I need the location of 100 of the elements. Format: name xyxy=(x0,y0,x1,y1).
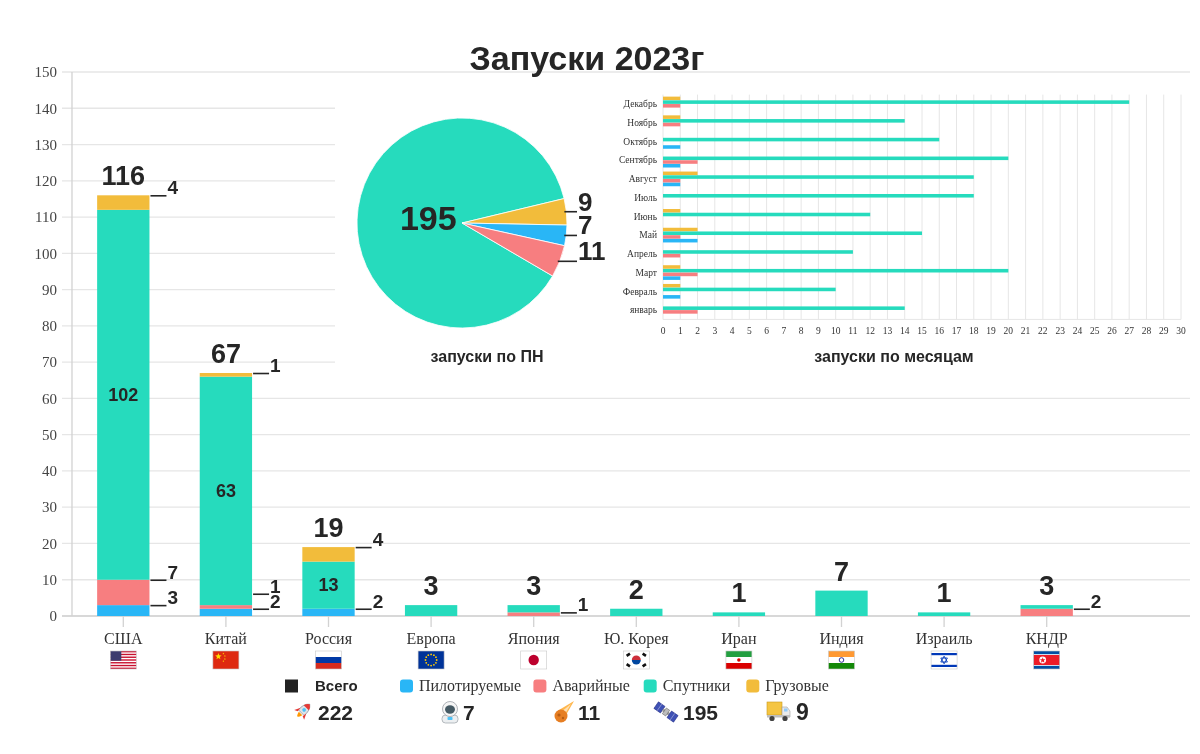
y-tick-label: Декабрь xyxy=(623,99,658,110)
y-tick-label: 130 xyxy=(34,136,57,153)
x-tick-label: 3 xyxy=(712,326,718,336)
data-label: 63 xyxy=(215,481,236,502)
total-label: 19 xyxy=(313,513,344,544)
x-tick-label: 13 xyxy=(882,326,893,336)
y-tick-label: 0 xyxy=(49,608,57,625)
x-tick-label: 25 xyxy=(1089,326,1100,336)
total-label: 1 xyxy=(936,578,952,609)
x-tick-label: 22 xyxy=(1038,326,1048,336)
x-tick-label: Ю. Корея xyxy=(603,630,670,648)
bar xyxy=(663,235,681,239)
x-tick-label: 6 xyxy=(764,326,770,336)
bar xyxy=(302,608,355,616)
x-tick-label: 23 xyxy=(1055,326,1066,336)
bar xyxy=(663,104,681,108)
text: 222 xyxy=(318,700,354,724)
bar xyxy=(1020,605,1073,609)
x-tick-label: 9 xyxy=(816,326,822,336)
x-tick-label: США xyxy=(104,630,143,647)
x-tick-label: 19 xyxy=(986,326,997,336)
y-tick-label: Июль xyxy=(634,192,658,203)
bar xyxy=(404,605,458,616)
y-tick-label: январь xyxy=(629,305,658,316)
bar xyxy=(663,119,905,123)
total-label: 116 xyxy=(101,161,146,192)
x-tick-label: 27 xyxy=(1124,326,1135,336)
legend-label: Аварийные xyxy=(552,677,630,695)
x-tick-label: Европа xyxy=(406,630,456,648)
text: запуски по ПН xyxy=(430,348,544,365)
x-tick-label: 12 xyxy=(865,326,876,336)
x-tick-label: 5 xyxy=(746,326,752,336)
bar xyxy=(663,175,974,179)
data-label: 1 xyxy=(577,594,589,616)
bar xyxy=(199,376,253,606)
y-tick-label: Март xyxy=(635,267,658,278)
text: 195 xyxy=(683,700,719,724)
data-label: 2 xyxy=(1090,590,1102,612)
y-tick-label: Июнь xyxy=(633,211,658,222)
x-tick-label: 4 xyxy=(729,326,735,336)
bar xyxy=(712,612,766,616)
x-tick-label: 18 xyxy=(969,326,979,336)
y-tick-label: 80 xyxy=(42,318,57,335)
bar xyxy=(917,612,971,616)
bar xyxy=(663,265,681,269)
y-tick-label: Апрель xyxy=(627,249,658,260)
x-tick-label: 0 xyxy=(660,326,666,336)
data-label: 1 xyxy=(270,355,282,377)
x-tick-label: 17 xyxy=(951,326,962,336)
data-label: 13 xyxy=(318,575,339,596)
bar xyxy=(663,115,681,119)
x-tick-label: 8 xyxy=(798,326,804,336)
x-tick-label: 24 xyxy=(1072,326,1083,336)
y-tick-label: 10 xyxy=(42,571,57,588)
x-tick-label: 15 xyxy=(917,326,927,336)
data-label: 2 xyxy=(372,590,384,612)
y-tick-label: Август xyxy=(628,174,658,185)
x-tick-label: 7 xyxy=(781,326,787,336)
data-label: 3 xyxy=(167,587,179,609)
bar xyxy=(663,160,698,164)
total-label: 3 xyxy=(1039,571,1055,602)
data-label: 195 xyxy=(399,198,457,237)
bar xyxy=(663,178,681,183)
total-label: 2 xyxy=(628,574,644,605)
x-tick-label: 14 xyxy=(899,326,910,336)
bar xyxy=(610,608,663,616)
x-tick-label: 11 xyxy=(848,326,858,336)
bar xyxy=(663,145,681,149)
x-tick-label: 10 xyxy=(830,326,841,336)
legend-label: Спутники xyxy=(662,677,731,695)
x-tick-label: Индия xyxy=(819,630,865,648)
bar xyxy=(199,373,253,377)
x-tick-label: 20 xyxy=(1003,326,1014,336)
y-tick-label: 50 xyxy=(42,426,57,443)
bar xyxy=(97,579,150,606)
bar xyxy=(663,163,681,168)
bar xyxy=(1020,608,1073,616)
bar xyxy=(663,100,1130,104)
bar xyxy=(663,276,681,280)
y-tick-label: 40 xyxy=(42,463,57,480)
x-tick-label: Иран xyxy=(721,630,757,648)
bar xyxy=(97,209,150,580)
y-tick-label: 70 xyxy=(42,354,57,371)
y-tick-label: Ноябрь xyxy=(627,118,658,129)
legend-label: Грузовые xyxy=(765,677,829,695)
legend-label: Пилотируемые xyxy=(419,677,522,695)
x-tick-label: 29 xyxy=(1158,326,1169,336)
text: запуски по месяцам xyxy=(814,348,974,365)
bar xyxy=(663,194,974,198)
bar xyxy=(199,608,253,616)
x-tick-label: КНДР xyxy=(1025,630,1068,648)
y-tick-label: 120 xyxy=(34,173,57,190)
bar xyxy=(199,605,253,609)
total-label: 7 xyxy=(833,556,850,587)
bar xyxy=(507,612,560,616)
x-tick-label: Китай xyxy=(204,630,248,647)
y-tick-label: 20 xyxy=(42,535,57,552)
bar xyxy=(663,283,681,288)
text: 9 xyxy=(796,699,809,726)
y-tick-label: 100 xyxy=(34,245,57,262)
